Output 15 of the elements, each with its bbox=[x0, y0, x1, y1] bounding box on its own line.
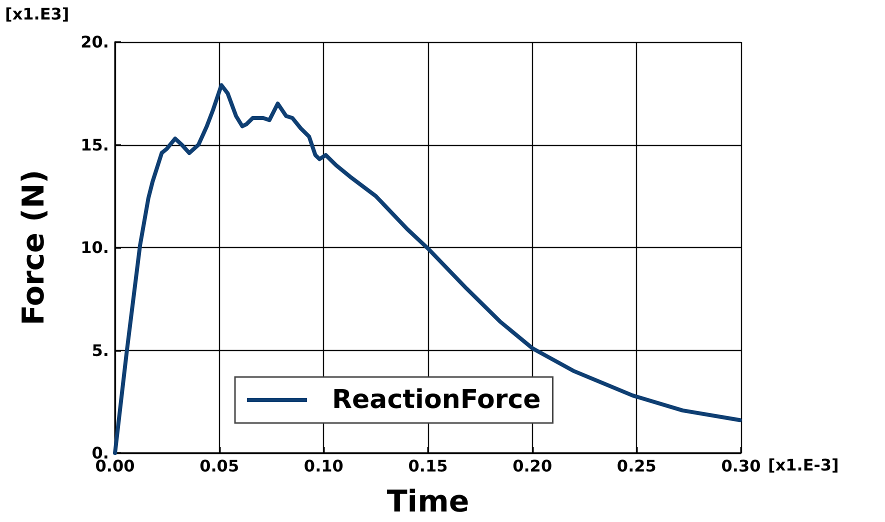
x-tick-label: 0.30 bbox=[721, 456, 761, 476]
y-tick-label: 10. bbox=[80, 238, 109, 257]
x-tick-label: 0.20 bbox=[512, 456, 552, 476]
y-tick-label: 20. bbox=[80, 32, 109, 52]
x-tick-label: 0.10 bbox=[304, 456, 344, 476]
y-tick-label: 5. bbox=[92, 340, 109, 360]
x-axis-title: Time bbox=[386, 484, 470, 520]
text: [x1.E-3] bbox=[768, 456, 839, 474]
x-tick-label: 0.25 bbox=[616, 456, 656, 476]
y-axis-title: Force (N) bbox=[16, 170, 52, 326]
legend-label: ReactionForce bbox=[332, 385, 541, 415]
y-tick-label: 15. bbox=[80, 135, 109, 154]
text: [x1.E3] bbox=[5, 4, 70, 24]
x-tick-label: 0.05 bbox=[200, 456, 240, 476]
x-tick-label: 0.15 bbox=[408, 456, 448, 476]
